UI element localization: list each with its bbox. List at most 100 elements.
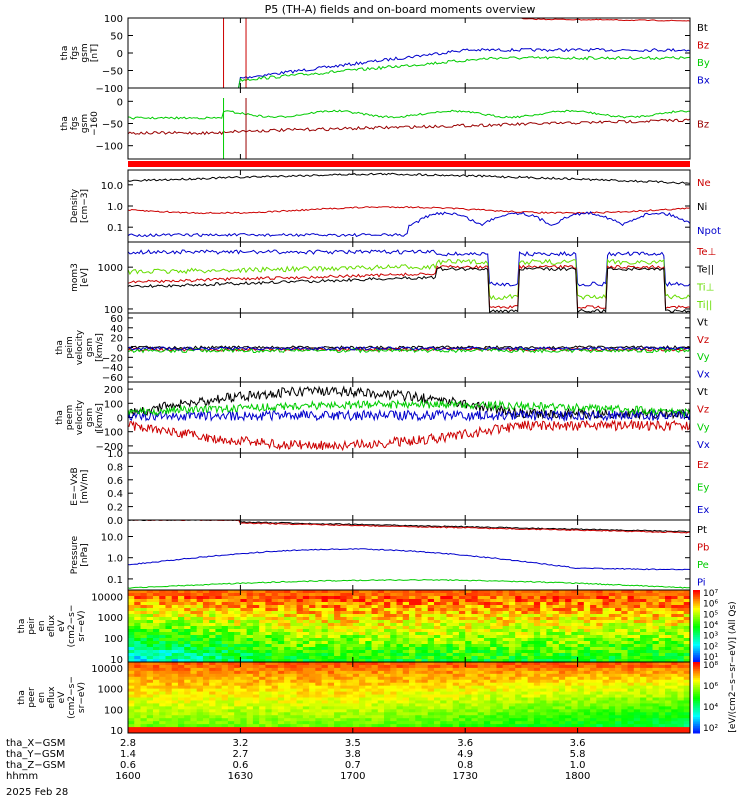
heatmap-cell — [327, 662, 335, 666]
heatmap-cell — [371, 662, 379, 666]
series-Bx — [128, 47, 691, 89]
heatmap-cell — [521, 617, 529, 621]
heatmap-cell — [259, 679, 266, 684]
heatmap-cell — [508, 647, 516, 651]
heatmap-cell — [465, 620, 472, 624]
heatmap-cell — [671, 667, 679, 672]
heatmap-cell — [583, 664, 591, 669]
heatmap-cell — [590, 659, 597, 663]
heatmap-cell — [346, 653, 354, 657]
heatmap-cell — [458, 718, 466, 722]
heatmap-cell — [571, 727, 579, 731]
heatmap-cell — [177, 602, 185, 606]
heatmap-cell — [671, 688, 679, 693]
heatmap-cell — [215, 635, 223, 639]
heatmap-cell — [427, 691, 435, 696]
heatmap-cell — [440, 590, 447, 594]
heatmap-cell — [227, 688, 235, 693]
colorbar-cell — [693, 633, 700, 636]
heatmap-cell — [227, 727, 235, 731]
heatmap-cell — [565, 694, 572, 698]
y-tick-label: 1000 — [98, 685, 123, 696]
heatmap-cell — [590, 667, 597, 672]
heatmap-cell — [146, 694, 154, 698]
heatmap-cell — [633, 727, 641, 731]
heatmap-cell — [427, 727, 435, 731]
heatmap-cell — [427, 703, 435, 707]
heatmap-cell — [596, 644, 604, 648]
heatmap-cell — [134, 635, 141, 639]
heatmap-cell — [240, 709, 248, 713]
heatmap-cell — [315, 596, 323, 600]
heatmap-cell — [477, 629, 485, 633]
heatmap-cell — [552, 715, 560, 719]
heatmap-cell — [677, 611, 685, 615]
series-By — [128, 55, 691, 89]
heatmap-cell — [128, 697, 135, 701]
heatmap-cell — [359, 673, 366, 678]
heatmap-cell — [402, 596, 410, 600]
heatmap-cell — [165, 694, 173, 698]
heatmap-cell — [384, 667, 391, 672]
heatmap-cell — [521, 653, 529, 657]
heatmap-cell — [171, 709, 179, 713]
heatmap-cell — [165, 650, 173, 654]
heatmap-cell — [277, 715, 285, 719]
heatmap-cell — [134, 647, 141, 651]
heatmap-cell — [458, 694, 466, 698]
heatmap-cell — [221, 656, 229, 660]
heatmap-cell — [546, 620, 554, 624]
heatmap-cell — [483, 715, 491, 719]
heatmap-cell — [359, 623, 366, 627]
heatmap-cell — [671, 700, 679, 704]
heatmap-cell — [234, 721, 241, 725]
heatmap-cell — [565, 635, 572, 639]
heatmap-cell — [309, 644, 316, 648]
heatmap-cell — [515, 644, 522, 648]
heatmap-cell — [365, 605, 373, 609]
heatmap-cell — [128, 629, 135, 633]
heatmap-cell — [271, 709, 279, 713]
heatmap-cell — [540, 590, 547, 594]
colorbar-cell — [693, 604, 700, 607]
heatmap-cell — [377, 596, 385, 600]
heatmap-cell — [246, 656, 254, 660]
heatmap-cell — [321, 644, 329, 648]
heatmap-cell — [396, 638, 404, 642]
heatmap-cell — [334, 629, 341, 633]
heatmap-cell — [596, 691, 604, 696]
heatmap-cell — [577, 653, 585, 657]
heatmap-cell — [540, 676, 547, 681]
heatmap-cell — [171, 691, 179, 696]
heatmap-cell — [640, 664, 647, 669]
heatmap-cell — [427, 635, 435, 639]
heatmap-cell — [209, 638, 216, 642]
heatmap-cell — [615, 608, 622, 612]
heatmap-cell — [540, 715, 547, 719]
heatmap-cell — [315, 721, 323, 725]
heatmap-cell — [390, 632, 398, 636]
heatmap-cell — [477, 718, 485, 722]
heatmap-cell — [227, 644, 235, 648]
heatmap-cell — [271, 632, 279, 636]
heatmap-cell — [259, 623, 266, 627]
heatmap-cell — [340, 712, 348, 716]
heatmap-cell — [652, 593, 660, 597]
heatmap-cell — [340, 638, 348, 642]
heatmap-cell — [577, 676, 585, 681]
heatmap-cell — [365, 632, 373, 636]
heatmap-cell — [640, 679, 647, 684]
heatmap-cell — [677, 709, 685, 713]
heatmap-cell — [240, 605, 248, 609]
heatmap-cell — [334, 599, 341, 603]
heatmap-cell — [334, 647, 341, 651]
heatmap-cell — [377, 664, 385, 669]
heatmap-cell — [302, 676, 310, 681]
heatmap-cell — [252, 590, 260, 594]
heatmap-cell — [615, 685, 622, 690]
heatmap-cell — [146, 632, 154, 636]
heatmap-cell — [334, 718, 341, 722]
heatmap-cell — [290, 688, 298, 693]
heatmap-cell — [502, 676, 510, 681]
